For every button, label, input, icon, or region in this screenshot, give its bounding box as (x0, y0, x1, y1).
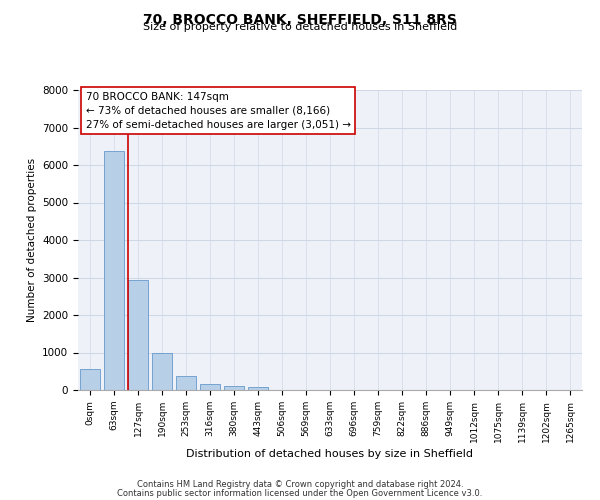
Text: Size of property relative to detached houses in Sheffield: Size of property relative to detached ho… (143, 22, 457, 32)
Y-axis label: Number of detached properties: Number of detached properties (26, 158, 37, 322)
Text: 70, BROCCO BANK, SHEFFIELD, S11 8RS: 70, BROCCO BANK, SHEFFIELD, S11 8RS (143, 12, 457, 26)
Text: Contains public sector information licensed under the Open Government Licence v3: Contains public sector information licen… (118, 488, 482, 498)
Bar (80, 369, 100, 390)
Bar (248, 386, 268, 390)
Bar (224, 386, 244, 390)
Bar (128, 280, 148, 390)
Bar (200, 384, 220, 390)
Bar (152, 353, 172, 390)
Bar (176, 376, 196, 390)
Bar (104, 151, 124, 390)
X-axis label: Distribution of detached houses by size in Sheffield: Distribution of detached houses by size … (187, 449, 473, 459)
Text: 70 BROCCO BANK: 147sqm
← 73% of detached houses are smaller (8,166)
27% of semi-: 70 BROCCO BANK: 147sqm ← 73% of detached… (86, 92, 350, 130)
Text: Contains HM Land Registry data © Crown copyright and database right 2024.: Contains HM Land Registry data © Crown c… (137, 480, 463, 489)
